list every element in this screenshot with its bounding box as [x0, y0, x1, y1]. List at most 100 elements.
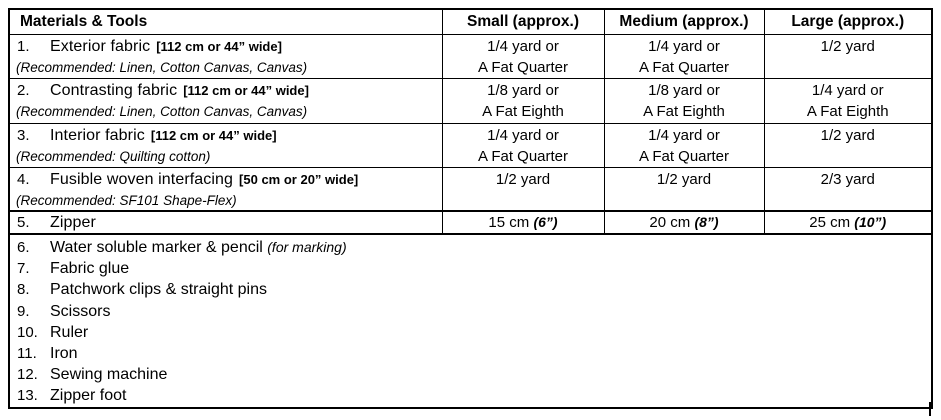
- item-number: 2.: [17, 81, 30, 99]
- material-cell: 1. Exterior fabric [112 cm or 44” wide] (R…: [8, 33, 443, 79]
- zipper-cm: 20 cm: [649, 214, 695, 231]
- size-line: A Fat Eighth: [806, 102, 889, 120]
- header-large: Large (approx.): [763, 8, 933, 35]
- tool-note: (for marking): [267, 239, 347, 255]
- material-title: 4. Fusible woven interfacing [50 cm or 20”…: [10, 169, 441, 191]
- item-name: Contrasting fabric: [50, 81, 178, 99]
- item-spec: [112 cm or 44” wide]: [156, 38, 282, 54]
- medium-cell: 1/4 yard or A Fat Quarter: [603, 122, 765, 168]
- zipper-cm: 15 cm: [488, 214, 534, 231]
- item-recommended: (Recommended: Linen, Cotton Canvas, Canv…: [16, 59, 308, 75]
- size-line: 1/4 yard or: [648, 37, 720, 55]
- item-name: Fusible woven interfacing: [50, 170, 234, 188]
- item-name: Exterior fabric: [50, 37, 151, 55]
- item-recommended: (Recommended: SF101 Shape-Flex): [16, 192, 237, 208]
- tools-row: 6. Water soluble marker & pencil (for mar…: [8, 233, 933, 409]
- large-cell: 1/2 yard: [763, 122, 933, 168]
- item-name: Interior fabric: [50, 126, 145, 144]
- tool-item: 13. Zipper foot: [10, 385, 931, 406]
- header-medium: Medium (approx.): [603, 8, 765, 35]
- medium-cell: 1/2 yard: [603, 166, 765, 212]
- item-number: 5.: [17, 214, 30, 231]
- item-number: 10.: [17, 323, 38, 341]
- tool-item: 9. Scissors: [10, 301, 931, 322]
- item-name: Zipper: [50, 214, 96, 231]
- material-row-interior-fabric: 3. Interior fabric [112 cm or 44” wide] (R…: [8, 122, 933, 168]
- item-spec: [112 cm or 44” wide]: [150, 127, 277, 143]
- large-cell: 1/2 yard: [763, 33, 933, 79]
- zipper-inch: (10”): [854, 214, 887, 230]
- header-row: Materials & Tools Small (approx.) Medium…: [8, 8, 933, 35]
- medium-cell: 1/8 yard or A Fat Eighth: [603, 77, 765, 124]
- tool-item: 8. Patchwork clips & straight pins: [10, 279, 931, 300]
- large-cell: 2/3 yard: [763, 166, 933, 212]
- small-cell: 1/8 yard or A Fat Eighth: [441, 77, 605, 124]
- size-line: 1/4 yard or: [487, 126, 559, 144]
- tool-text: Ruler: [50, 323, 89, 341]
- size-line: 1/2 yard: [820, 37, 875, 55]
- size-line: A Fat Quarter: [638, 147, 730, 165]
- tool-item: 10. Ruler: [10, 322, 931, 343]
- material-row-contrasting-fabric: 2. Contrasting fabric [112 cm or 44” wide]…: [8, 77, 933, 124]
- item-number: 13.: [17, 387, 38, 405]
- material-title: 1. Exterior fabric [112 cm or 44” wide]: [10, 36, 441, 58]
- tool-item: 6. Water soluble marker & pencil (for mar…: [10, 237, 931, 258]
- tool-text: Water soluble marker & pencil: [50, 239, 268, 256]
- material-title: 3. Interior fabric [112 cm or 44” wide]: [10, 125, 441, 147]
- material-cell: 2. Contrasting fabric [112 cm or 44” wide]…: [8, 77, 443, 124]
- medium-cell: 1/4 yard or A Fat Quarter: [603, 33, 765, 79]
- zipper-inch: (6”): [533, 214, 558, 230]
- material-title: 5. Zipper: [10, 213, 441, 232]
- item-recommended: (Recommended: Quilting cotton): [16, 148, 211, 164]
- item-number: 3.: [17, 126, 30, 144]
- size-line: 1/4 yard or: [811, 81, 884, 99]
- large-cell: 25 cm (10”): [763, 210, 933, 235]
- small-cell: 15 cm (6”): [441, 210, 605, 235]
- medium-cell: 20 cm (8”): [603, 210, 765, 235]
- small-cell: 1/2 yard: [441, 166, 605, 212]
- tool-text: Fabric glue: [50, 260, 130, 278]
- large-cell: 1/4 yard or A Fat Eighth: [763, 77, 933, 124]
- item-number: 6.: [17, 239, 30, 256]
- tool-item: 12. Sewing machine: [10, 364, 931, 385]
- tool-text: Zipper foot: [50, 387, 127, 405]
- tool-item: 11. Iron: [10, 343, 931, 364]
- document-page: Materials & Tools Small (approx.) Medium…: [8, 8, 933, 416]
- size-line: 1/2 yard: [820, 126, 875, 144]
- item-number: 9.: [17, 302, 30, 320]
- size-line: A Fat Quarter: [477, 147, 569, 165]
- size-line: A Fat Eighth: [482, 102, 564, 120]
- zipper-cm: 25 cm: [809, 214, 855, 231]
- materials-tools-table: Materials & Tools Small (approx.) Medium…: [8, 8, 933, 409]
- material-cell: 4. Fusible woven interfacing [50 cm or 20”…: [8, 166, 443, 212]
- header-materials-tools: Materials & Tools: [8, 8, 443, 35]
- size-line: A Fat Quarter: [477, 58, 569, 76]
- size-line: 1/4 yard or: [648, 126, 720, 144]
- material-title: 2. Contrasting fabric [112 cm or 44” wide]: [10, 80, 441, 102]
- table-right-border-overshoot: [929, 402, 931, 416]
- header-small: Small (approx.): [441, 8, 605, 35]
- item-number: 4.: [17, 170, 30, 188]
- size-line: 1/8 yard or: [648, 81, 720, 99]
- tools-cell: 6. Water soluble marker & pencil (for mar…: [8, 233, 933, 409]
- size-line: 2/3 yard: [820, 170, 875, 188]
- material-row-exterior-fabric: 1. Exterior fabric [112 cm or 44” wide] (R…: [8, 33, 933, 79]
- material-cell: 5. Zipper: [8, 210, 443, 235]
- item-spec: [112 cm or 44” wide]: [183, 82, 309, 98]
- size-line: 1/8 yard or: [487, 81, 559, 99]
- material-cell: 3. Interior fabric [112 cm or 44” wide] (R…: [8, 122, 443, 168]
- tool-text: Iron: [50, 345, 78, 363]
- size-line: 1/4 yard or: [487, 37, 559, 55]
- item-number: 12.: [17, 366, 38, 384]
- tool-text: Scissors: [50, 302, 111, 320]
- item-number: 8.: [17, 281, 30, 299]
- small-cell: 1/4 yard or A Fat Quarter: [441, 122, 605, 168]
- item-number: 7.: [17, 260, 30, 278]
- small-cell: 1/4 yard or A Fat Quarter: [441, 33, 605, 79]
- size-line: A Fat Eighth: [643, 102, 725, 120]
- size-line: A Fat Quarter: [638, 58, 730, 76]
- item-number: 1.: [17, 37, 30, 55]
- material-row-interfacing: 4. Fusible woven interfacing [50 cm or 20”…: [8, 166, 933, 212]
- item-spec: [50 cm or 20” wide]: [239, 171, 359, 187]
- item-number: 11.: [17, 345, 37, 363]
